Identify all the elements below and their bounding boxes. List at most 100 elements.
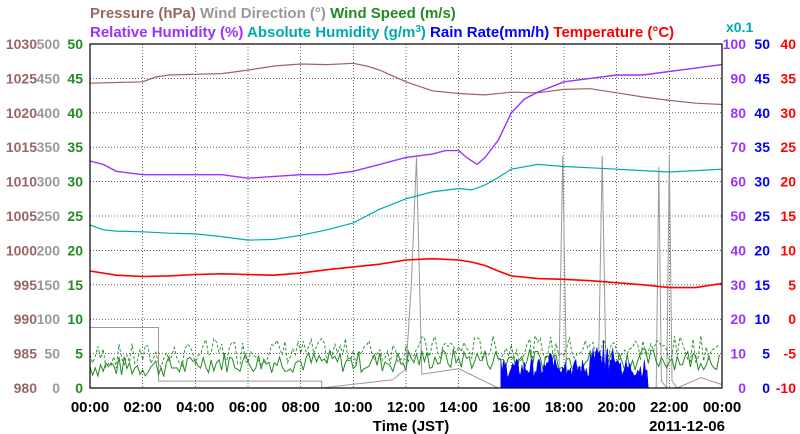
y-axes: 9809859909951000100510101015102010251030… <box>6 36 796 396</box>
y-tick-label: 1020 <box>6 105 37 121</box>
y-tick-label: 990 <box>14 311 38 327</box>
legend-item: Wind Speed (m/s) <box>326 5 456 22</box>
y-tick-label: 25 <box>67 208 83 224</box>
date-label: 2011-12-06 <box>649 418 725 434</box>
y-tick-label: 20 <box>754 242 770 258</box>
y-tick-label: 1025 <box>6 70 37 86</box>
y-tick-label: 20 <box>730 311 746 327</box>
y-tick-label: 30 <box>754 174 770 190</box>
y-tick-label: 300 <box>37 174 61 190</box>
y-tick-label: 35 <box>754 139 770 155</box>
y-tick-label: 90 <box>730 70 746 86</box>
y-tick-label: 450 <box>37 70 61 86</box>
y-tick-label: 1000 <box>6 242 37 258</box>
grid <box>90 44 722 388</box>
legend-item: Relative Humidity (%) <box>90 24 243 41</box>
x-tick-label: 10:00 <box>334 399 372 416</box>
plot-frame <box>89 43 723 389</box>
legend-row-1: Pressure (hPa) Wind Direction (°) Wind S… <box>90 5 456 22</box>
legend-item: Temperature (°C) <box>549 24 674 41</box>
frame-border <box>89 43 723 389</box>
x-tick-label: 00:00 <box>71 399 109 416</box>
x-tick-label: 20:00 <box>597 399 635 416</box>
y-tick-label: -5 <box>784 346 797 362</box>
y-tick-label: 1015 <box>6 139 37 155</box>
y-tick-label: 30 <box>67 174 83 190</box>
y-tick-label: 45 <box>754 70 770 86</box>
y-tick-label: 80 <box>730 105 746 121</box>
y-tick-label: 1010 <box>6 174 37 190</box>
y-tick-label: 0 <box>52 380 60 396</box>
series-temperature <box>89 257 723 289</box>
y-tick-label: 10 <box>754 311 770 327</box>
series-rain-rate <box>500 341 649 389</box>
y-tick-label: 0 <box>788 311 796 327</box>
x-tick-label: 18:00 <box>545 399 583 416</box>
y-tick-label: 100 <box>37 311 61 327</box>
legend-item: Absolute Humidity (g/m <box>243 24 415 41</box>
scale-factor-label: x0.1 <box>726 19 753 35</box>
y-tick-label: 0 <box>762 380 770 396</box>
y-tick-label: 70 <box>730 139 746 155</box>
x-tick-label: 14:00 <box>439 399 477 416</box>
y-tick-label: 5 <box>75 346 83 362</box>
y-tick-label: 45 <box>67 70 83 86</box>
y-tick-label: 25 <box>780 139 796 155</box>
y-tick-label: 15 <box>67 277 83 293</box>
y-tick-label: 30 <box>780 105 796 121</box>
y-tick-label: 20 <box>67 242 83 258</box>
y-tick-label: 15 <box>754 277 770 293</box>
x-tick-label: 02:00 <box>123 399 161 416</box>
legend-item: Pressure (hPa) <box>90 5 196 22</box>
y-tick-label: 40 <box>730 242 746 258</box>
x-tick-label: 06:00 <box>229 399 267 416</box>
x-tick-label: 08:00 <box>281 399 319 416</box>
y-tick-label: 250 <box>37 208 61 224</box>
y-tick-label: 40 <box>67 105 83 121</box>
y-tick-label: 985 <box>14 346 38 362</box>
y-tick-label: 50 <box>44 346 60 362</box>
legend-item-tail: ) <box>421 24 426 41</box>
y-tick-label: 1030 <box>6 36 37 52</box>
series-layer <box>89 62 723 390</box>
x-axis-title: Time (JST) <box>373 418 449 434</box>
series-wind-speed-gust <box>89 335 720 369</box>
y-tick-label: 35 <box>67 139 83 155</box>
y-tick-label: 980 <box>14 380 38 396</box>
series-absolute-humidity <box>89 163 723 241</box>
y-tick-label: 200 <box>37 242 61 258</box>
y-tick-label: 10 <box>730 346 746 362</box>
y-tick-label: 1005 <box>6 208 37 224</box>
y-tick-label: 10 <box>67 311 83 327</box>
y-tick-label: 500 <box>37 36 61 52</box>
y-tick-label: 15 <box>780 208 796 224</box>
x-tick-label: 12:00 <box>387 399 425 416</box>
legend-superscript: 3 <box>415 24 421 35</box>
legend-row-2: Relative Humidity (%) Absolute Humidity … <box>90 24 674 42</box>
y-tick-label: 60 <box>730 174 746 190</box>
x-tick-label: 00:00 <box>703 399 741 416</box>
series-relative-humidity <box>89 63 723 179</box>
y-tick-label: 5 <box>788 277 796 293</box>
y-tick-label: 0 <box>75 380 83 396</box>
y-tick-label: 35 <box>780 70 796 86</box>
x-tick-label: 16:00 <box>492 399 530 416</box>
y-tick-label: 400 <box>37 105 61 121</box>
y-tick-label: 5 <box>762 346 770 362</box>
y-tick-label: 40 <box>754 105 770 121</box>
y-tick-label: 150 <box>37 277 61 293</box>
y-tick-label: 50 <box>754 36 770 52</box>
y-tick-label: 40 <box>780 36 796 52</box>
x-tick-label: 04:00 <box>176 399 214 416</box>
legend: Pressure (hPa) Wind Direction (°) Wind S… <box>90 5 753 41</box>
y-tick-label: 100 <box>723 36 747 52</box>
y-tick-label: 30 <box>730 277 746 293</box>
y-tick-label: 995 <box>14 277 38 293</box>
series-pressure <box>89 62 723 106</box>
y-tick-label: 10 <box>780 242 796 258</box>
y-tick-label: -10 <box>776 380 796 396</box>
legend-item: Rain Rate(mm/h) <box>426 24 549 41</box>
x-tick-label: 22:00 <box>650 399 688 416</box>
legend-item: Wind Direction (°) <box>196 5 326 22</box>
